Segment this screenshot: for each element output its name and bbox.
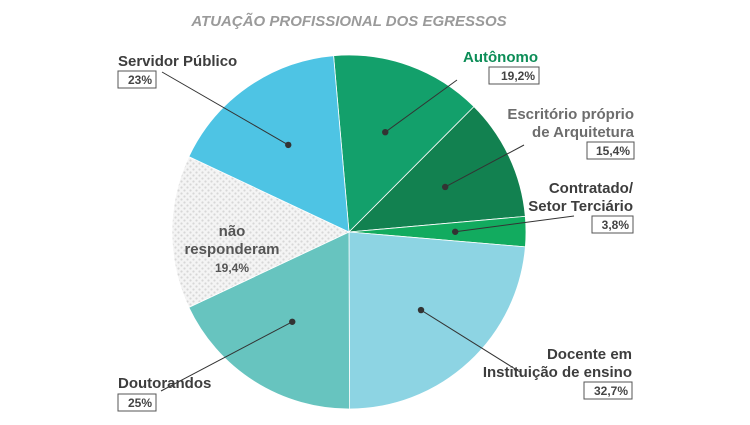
slice-label-escritorio-line1: Escritório próprio [507,106,634,123]
slice-pct-servidor: 23% [128,73,152,87]
slice-pct-contratado: 3,8% [602,218,630,232]
leader-line-docente [420,309,521,373]
pie-slices [171,54,527,410]
pct-box-autonomo [488,66,540,85]
pct-box-servidor [117,70,157,89]
leader-line-servidor [161,71,289,146]
leader-line-doutorandos [160,321,293,392]
leader-line-autonomo [384,79,458,133]
slice-pct-docente: 32,7% [594,384,628,398]
leader-lines [160,71,575,392]
slice-pct-doutorandos: 25% [128,396,152,410]
slice-label-nao-line1: não [219,223,246,240]
leader-line-contratado [455,215,575,233]
slice-label-docente-line1: Docente em [547,346,632,363]
leader-dot-contratado [451,228,459,235]
slice-label-nao-line2: responderam [184,241,279,258]
slice-label-contratado-line2: Setor Terciário [528,198,633,215]
pct-box-doutorandos [117,393,157,412]
leader-dot-escritorio [441,183,449,191]
slice-servidor [188,55,350,233]
chart-title: ATUAÇÃO PROFISSIONAL DOS EGRESSOS [190,12,506,30]
slice-label-contratado-line1: Contratado/ [549,180,634,197]
leader-dot-docente [417,306,425,314]
pct-box-escritorio [586,141,635,160]
slice-label-doutorandos: Doutorandos [118,375,211,392]
leader-dot-doutorandos [289,318,296,325]
slice-label-escritorio-line2: de Arquitetura [532,124,635,141]
slice-pct-nao: 19,4% [215,261,249,275]
slice-escritorio [347,106,526,233]
slice-label-autonomo: Autônomo [463,49,538,66]
slice-pct-autonomo: 19,2% [501,69,535,83]
slice-autonomo [333,54,475,233]
pct-box-docente [583,381,633,400]
leader-dot-servidor [285,141,292,149]
leader-line-escritorio [444,144,525,188]
slice-pct-escritorio: 15,4% [596,144,630,158]
slice-nao [171,156,350,308]
slice-doutorandos [188,231,350,410]
slice-label-docente-line2: Instituição de ensino [483,364,632,381]
pct-box-contratado [591,215,634,234]
leader-dot-autonomo [382,128,389,136]
slice-label-servidor: Servidor Público [118,53,237,70]
